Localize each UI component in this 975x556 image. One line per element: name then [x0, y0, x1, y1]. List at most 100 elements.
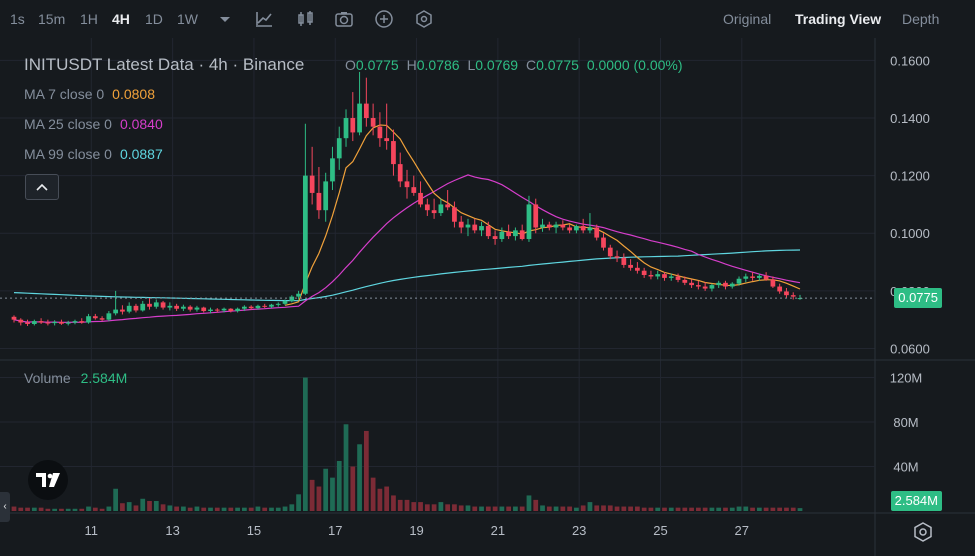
chart-settings-icon[interactable]	[414, 9, 434, 29]
candle-body	[411, 187, 417, 193]
volume-bar	[662, 507, 667, 511]
volume-bar	[567, 506, 572, 511]
candle-body	[79, 321, 85, 323]
volume-bar	[621, 506, 627, 511]
volume-bar	[560, 506, 566, 511]
volume-bar	[492, 506, 498, 511]
volume-bar	[106, 506, 112, 511]
timeframe-1s[interactable]: 1s	[10, 11, 25, 27]
volume-bar	[65, 508, 71, 511]
candle-body	[418, 192, 423, 205]
volume-bar	[255, 506, 261, 511]
candle-body	[621, 257, 627, 265]
volume-bar	[526, 495, 532, 511]
candle-body	[716, 282, 722, 286]
volume-bar	[465, 505, 471, 511]
candle-body	[567, 227, 572, 231]
side-panel-toggle[interactable]: ‹	[0, 492, 10, 522]
candle-body	[31, 321, 37, 324]
more-timeframes-icon[interactable]	[215, 9, 235, 29]
candle-body	[614, 256, 620, 258]
candle-body	[18, 319, 24, 323]
view-trading-view[interactable]: Trading View	[795, 11, 882, 27]
ma25-value: 0.0840	[119, 116, 163, 132]
volume-bar	[153, 500, 159, 511]
candle-style-icon[interactable]	[296, 9, 316, 29]
candle-body	[147, 303, 152, 307]
volume-tick-label: 80M	[893, 415, 918, 430]
volume-bar	[323, 468, 329, 511]
candle-body	[235, 308, 240, 312]
axis-settings-icon[interactable]	[912, 521, 934, 543]
candle-body	[533, 204, 539, 228]
candle-body	[472, 224, 478, 231]
collapse-legend-button[interactable]	[25, 174, 59, 200]
volume-bar	[594, 505, 600, 511]
view-depth[interactable]: Depth	[902, 11, 940, 27]
timeframe-1w[interactable]: 1W	[177, 11, 198, 27]
ohlc-readout: O0.0775 H0.0786 L0.0769 C0.0775 0.0000 (…	[345, 57, 683, 73]
volume-bar	[140, 498, 146, 511]
volume-bar	[458, 505, 464, 511]
price-tick-label: 0.1000	[890, 226, 930, 241]
volume-bar	[133, 505, 139, 511]
volume-bar	[702, 507, 708, 511]
add-indicator-icon[interactable]	[374, 9, 394, 29]
candle-body	[607, 247, 613, 257]
volume-bar	[668, 507, 674, 511]
tradingview-logo[interactable]	[28, 460, 68, 500]
volume-bar	[296, 494, 301, 511]
candle-body	[275, 303, 281, 305]
volume-bar	[174, 506, 179, 511]
volume-bar	[784, 507, 789, 511]
candle-body	[452, 207, 457, 222]
volume-tick-label: 40M	[893, 460, 918, 475]
timeframe-15m[interactable]: 15m	[38, 11, 66, 27]
timeframe-4h[interactable]: 4H	[112, 11, 130, 27]
volume-bar	[92, 507, 98, 511]
volume-bar	[513, 506, 518, 511]
ma7-line	[284, 124, 801, 306]
volume-bar	[275, 507, 281, 511]
indicator-chart-icon[interactable]	[254, 9, 274, 29]
volume-bar	[770, 507, 776, 511]
close-value: 0.0775	[536, 57, 579, 73]
candle-body	[92, 316, 98, 319]
view-original[interactable]: Original	[723, 11, 772, 27]
volume-bar	[553, 506, 559, 511]
ma7-value: 0.0808	[112, 86, 155, 102]
candle-body	[370, 118, 376, 127]
volume-bar	[736, 506, 742, 511]
last-volume-tag: 2.584M	[890, 491, 942, 511]
price-tick-label: 0.1200	[890, 169, 930, 184]
ma99-value: 0.0887	[119, 146, 163, 162]
candle-body	[391, 141, 396, 165]
volume-bar	[479, 506, 484, 511]
candle-body	[282, 300, 288, 304]
candle-body	[343, 118, 349, 139]
candle-body	[458, 221, 464, 228]
timeframe-1h[interactable]: 1H	[80, 11, 98, 27]
x-tick-label: 23	[572, 523, 586, 538]
candle-body	[560, 224, 566, 228]
candle-body	[540, 224, 545, 228]
camera-icon[interactable]	[334, 9, 354, 29]
candle-body	[45, 322, 51, 324]
candle-body	[363, 103, 369, 119]
candle-body	[106, 313, 112, 320]
volume-bar	[418, 502, 423, 511]
timeframe-1d[interactable]: 1D	[145, 11, 163, 27]
x-tick-label: 17	[328, 523, 342, 538]
volume-bar	[86, 506, 91, 511]
chart-grid	[0, 38, 975, 556]
candle-body	[99, 318, 105, 320]
x-tick-label: 13	[165, 523, 179, 538]
candle-body	[655, 274, 661, 277]
volume-bar	[614, 506, 620, 511]
ma25-line	[13, 174, 801, 324]
candle-body	[350, 118, 356, 133]
ma25-legend: MA 25 close 0 0.0840	[24, 116, 163, 132]
candle-body	[133, 305, 139, 311]
